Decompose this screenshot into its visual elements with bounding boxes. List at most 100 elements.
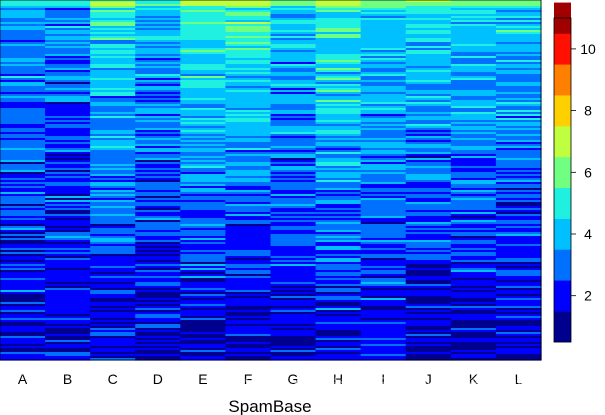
heatmap-cell [135,272,181,275]
heatmap-cell [180,38,227,41]
heatmap-cell [495,194,542,197]
heatmap-cell [225,166,272,169]
heatmap-cell [0,178,46,181]
heatmap-cell [360,246,407,249]
heatmap-cell [135,246,181,249]
heatmap-cell [495,4,542,7]
heatmap-cell [495,186,542,189]
heatmap-cell [225,152,272,155]
heatmap-cell [135,98,181,101]
heatmap-cell [360,224,407,227]
heatmap-cell [360,82,407,85]
heatmap-cell [315,4,362,7]
heatmap-cell [45,24,91,27]
heatmap-cell [495,214,542,217]
heatmap-cell [90,244,136,247]
heatmap-cell [135,334,181,337]
heatmap-cell [0,218,46,221]
heatmap-cell [315,236,362,239]
heatmap-cell [45,324,91,327]
heatmap-cell [180,16,227,19]
heatmap-cell [135,104,181,107]
heatmap-cell [0,146,46,149]
heatmap-cell [315,296,362,299]
heatmap-cell [180,344,227,347]
heatmap-cell [450,190,497,193]
heatmap-cell [405,288,452,291]
heatmap-cell [360,58,407,61]
heatmap-cell [45,46,91,49]
heatmap-cell [495,166,542,169]
heatmap-cell [45,238,91,241]
heatmap-cell [405,186,452,189]
heatmap-cell [45,314,91,317]
heatmap-cell [495,200,542,203]
heatmap-cell [0,80,46,83]
heatmap-cell [315,288,362,291]
heatmap-cell [315,118,362,121]
heatmap-cell [45,312,91,315]
heatmap-cell [360,332,407,335]
heatmap-cell [315,166,362,169]
heatmap-cell [180,226,227,229]
heatmap-cell [405,92,452,95]
heatmap-cell [270,166,317,169]
heatmap-cell [135,298,181,301]
heatmap-cell [270,164,317,167]
heatmap-cell [495,70,542,73]
heatmap-cell [270,140,317,143]
heatmap-cell [135,198,181,201]
heatmap-cell [0,130,46,133]
heatmap-cell [90,6,136,9]
heatmap-cell [90,268,136,271]
heatmap-cell [270,262,317,265]
heatmap-cell [180,298,227,301]
heatmap-cell [225,308,272,311]
heatmap-cell [315,2,362,5]
heatmap-cell [180,42,227,45]
heatmap-cell [270,130,317,133]
heatmap-cell [360,330,407,333]
heatmap-cell [180,88,227,91]
heatmap-cell [45,8,91,11]
heatmap-cell [495,336,542,339]
heatmap-cell [45,50,91,53]
heatmap-cell [0,32,46,35]
heatmap-cell [225,138,272,141]
heatmap-cell [180,296,227,299]
heatmap-cell [450,34,497,37]
heatmap-cell [180,118,227,121]
heatmap-cell [315,258,362,261]
heatmap-cell [0,20,46,23]
heatmap-cell [495,252,542,255]
heatmap-cell [270,256,317,259]
x-tick-label: C [108,371,118,387]
heatmap-cell [405,148,452,151]
heatmap-cell [225,54,272,57]
heatmap-cell [90,324,136,327]
heatmap-cell [45,242,91,245]
heatmap-cell [405,342,452,345]
heatmap-cell [90,292,136,295]
heatmap-cell [360,144,407,147]
heatmap-cell [135,26,181,29]
heatmap-cell [135,164,181,167]
heatmap-cell [315,142,362,145]
heatmap-cell [90,252,136,255]
heatmap-cell [315,314,362,317]
heatmap-cell [135,182,181,185]
heatmap-cell [135,136,181,139]
heatmap-cell [135,278,181,281]
watermark-line-1: On the Evaluation of Unsupervised Outlie… [245,364,599,375]
heatmap-cell [450,298,497,301]
heatmap-cell [360,216,407,219]
heatmap-cell [450,44,497,47]
heatmap-cell [180,318,227,321]
heatmap-cell [180,34,227,37]
heatmap-cell [360,214,407,217]
heatmap-cell [90,130,136,133]
heatmap-cell [45,154,91,157]
heatmap-cell [45,156,91,159]
heatmap-cell [450,32,497,35]
